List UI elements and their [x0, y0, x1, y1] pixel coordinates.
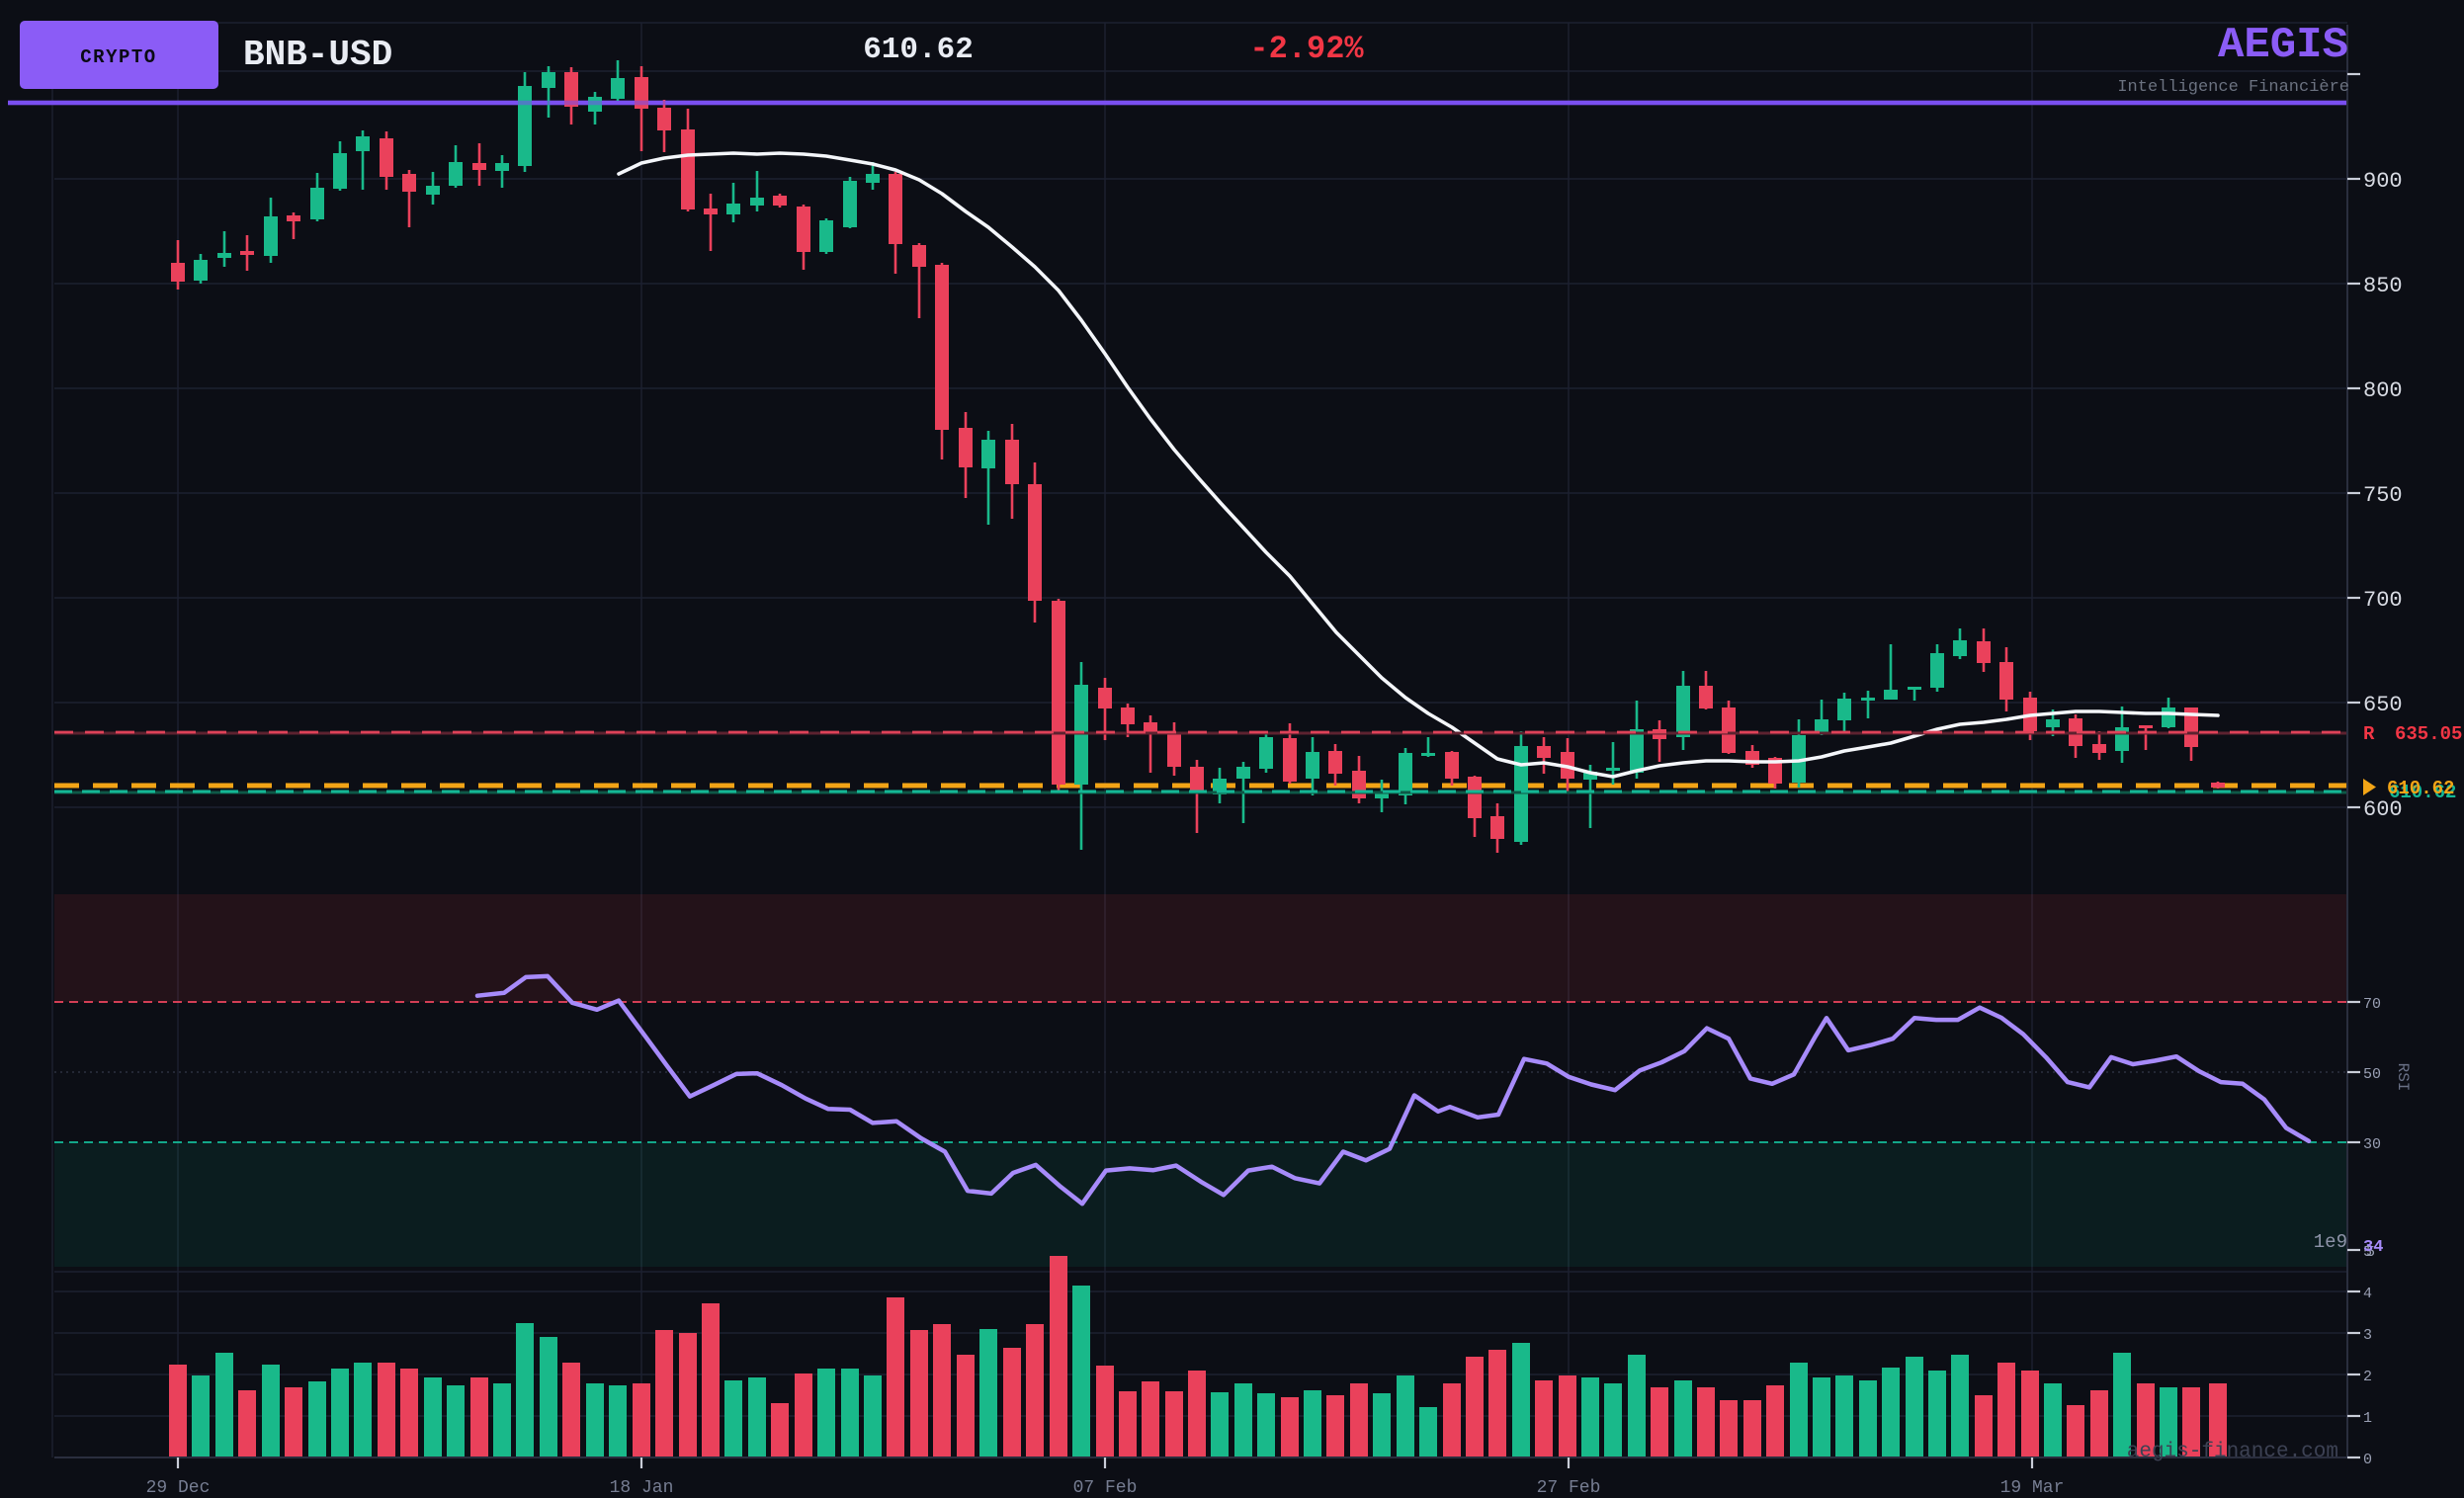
svg-text:19 Mar: 19 Mar [2000, 1478, 2065, 1498]
svg-text:610.62: 610.62 [2387, 778, 2454, 799]
svg-text:07 Feb: 07 Feb [1073, 1478, 1138, 1498]
svg-text:610.62: 610.62 [863, 33, 974, 67]
svg-text:Intelligence Financière: Intelligence Financière [2117, 78, 2349, 97]
svg-text:34: 34 [2363, 1238, 2383, 1257]
svg-text:600: 600 [2363, 797, 2403, 822]
svg-text:850: 850 [2363, 274, 2403, 298]
svg-text:-2.92%: -2.92% [1249, 31, 1364, 67]
svg-text:4: 4 [2363, 1286, 2372, 1302]
svg-text:AEGIS: AEGIS [2218, 21, 2348, 70]
svg-text:2: 2 [2363, 1369, 2372, 1385]
svg-text:RSI: RSI [2394, 1063, 2412, 1092]
svg-text:610.62: 610.62 [2389, 782, 2456, 803]
svg-text:27 Feb: 27 Feb [1537, 1478, 1601, 1498]
svg-text:18 Jan: 18 Jan [610, 1478, 674, 1498]
svg-text:29 Dec: 29 Dec [146, 1478, 211, 1498]
svg-text:50: 50 [2363, 1066, 2381, 1083]
svg-text:30: 30 [2363, 1136, 2381, 1153]
svg-text:5: 5 [2363, 1244, 2372, 1261]
svg-text:R: R [2363, 723, 2375, 745]
svg-text:BNB-USD: BNB-USD [243, 35, 392, 75]
svg-text:70: 70 [2363, 996, 2381, 1013]
svg-text:700: 700 [2363, 588, 2403, 613]
svg-text:750: 750 [2363, 483, 2403, 508]
svg-text:CRYPTO: CRYPTO [80, 46, 156, 68]
svg-text:aegis-finance.com: aegis-finance.com [2127, 1441, 2338, 1463]
svg-text:3: 3 [2363, 1327, 2372, 1344]
svg-text:650: 650 [2363, 693, 2403, 717]
svg-text:1e9: 1e9 [2314, 1231, 2347, 1253]
svg-text:900: 900 [2363, 169, 2403, 194]
svg-text:1: 1 [2363, 1410, 2372, 1427]
svg-text:0: 0 [2363, 1452, 2372, 1468]
svg-text:635.05: 635.05 [2395, 723, 2462, 745]
svg-text:800: 800 [2363, 378, 2403, 403]
svg-text:5: 5 [2366, 1244, 2375, 1261]
